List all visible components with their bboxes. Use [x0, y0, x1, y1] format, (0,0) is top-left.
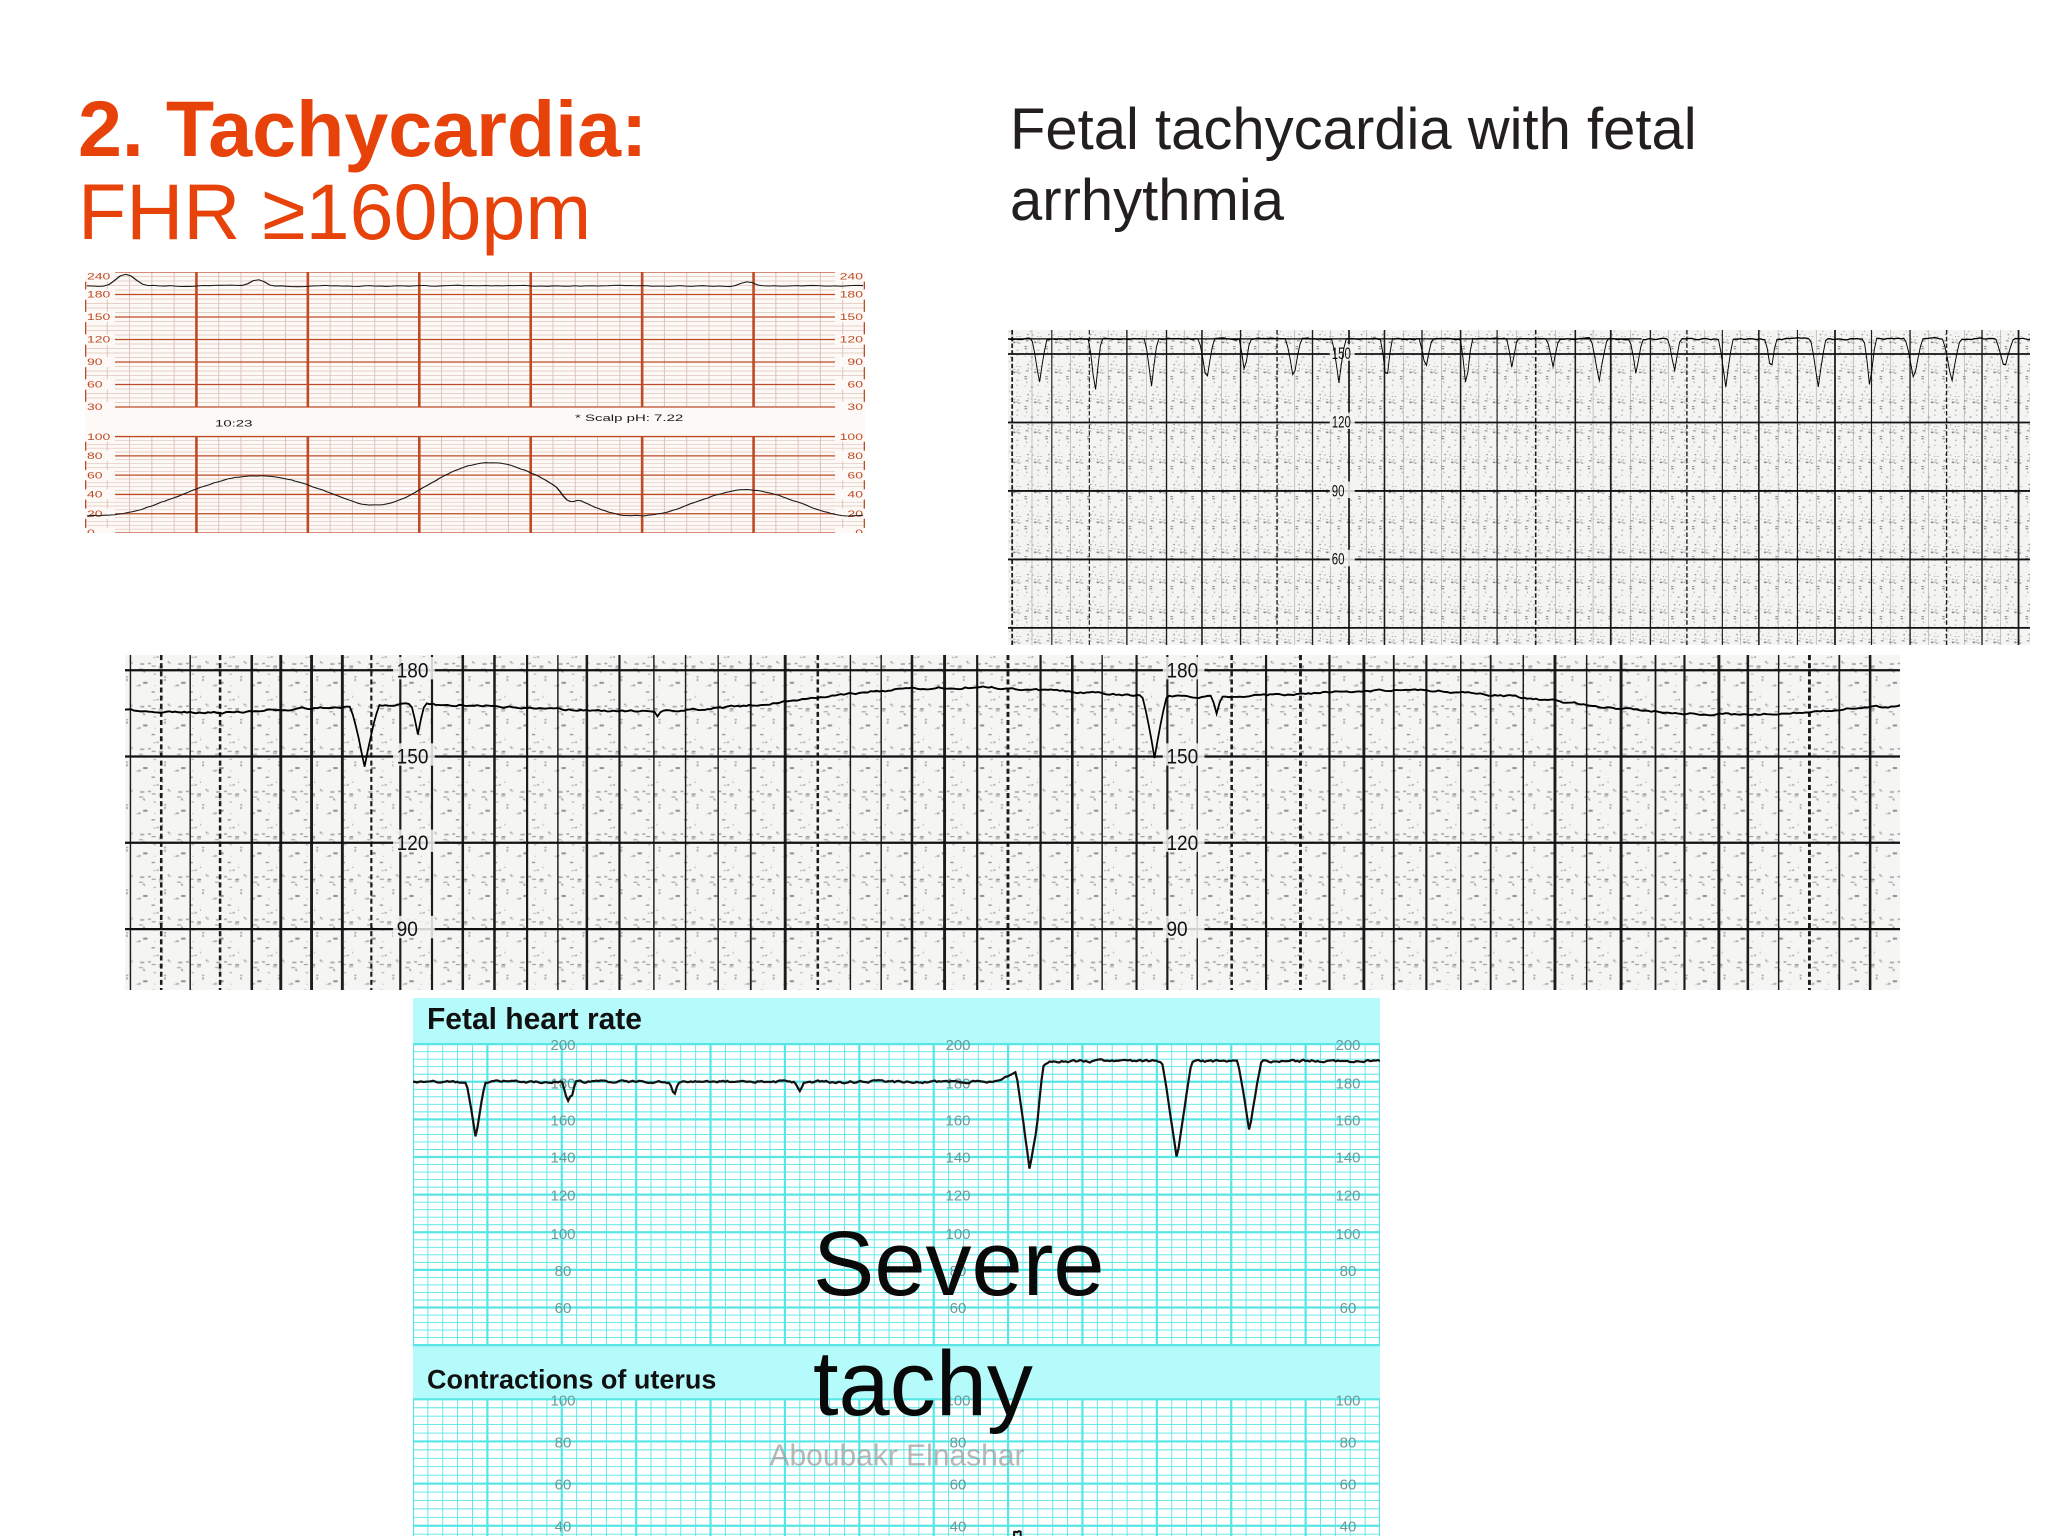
- svg-text:60: 60: [1332, 551, 1345, 570]
- svg-text:160: 160: [945, 1112, 970, 1129]
- svg-text:120: 120: [1332, 414, 1351, 433]
- svg-text:200: 200: [550, 1037, 575, 1054]
- svg-text:100: 100: [87, 432, 111, 442]
- svg-text:120: 120: [87, 335, 111, 345]
- svg-text:80: 80: [555, 1263, 572, 1280]
- svg-text:60: 60: [847, 471, 863, 481]
- svg-text:80: 80: [555, 1434, 572, 1451]
- svg-text:60: 60: [87, 380, 103, 390]
- svg-text:40: 40: [847, 490, 863, 500]
- svg-text:180: 180: [1335, 1075, 1360, 1092]
- svg-text:240: 240: [87, 272, 111, 282]
- svg-text:10:23: 10:23: [215, 418, 252, 429]
- svg-text:180: 180: [840, 290, 864, 300]
- svg-text:Contractions of uterus: Contractions of uterus: [427, 1364, 716, 1394]
- svg-text:120: 120: [1335, 1188, 1360, 1205]
- svg-text:Aboubakr Elnashar: Aboubakr Elnashar: [769, 1439, 1024, 1472]
- svg-text:140: 140: [550, 1150, 575, 1167]
- svg-text:80: 80: [1340, 1434, 1357, 1451]
- svg-text:90: 90: [397, 918, 418, 941]
- svg-text:60: 60: [1340, 1477, 1357, 1494]
- svg-text:60: 60: [555, 1477, 572, 1494]
- svg-text:60: 60: [555, 1300, 572, 1317]
- svg-text:200: 200: [1335, 1037, 1360, 1054]
- svg-text:60: 60: [950, 1477, 967, 1494]
- svg-text:* Scalp pH: 7.22: * Scalp pH: 7.22: [575, 413, 683, 424]
- svg-text:40: 40: [87, 490, 103, 500]
- svg-text:80: 80: [847, 451, 863, 461]
- svg-text:100: 100: [550, 1226, 575, 1243]
- svg-text:20: 20: [847, 509, 863, 519]
- svg-text:0: 0: [855, 529, 863, 533]
- svg-text:200: 200: [945, 1037, 970, 1054]
- svg-text:40: 40: [950, 1519, 967, 1536]
- svg-text:120: 120: [397, 832, 429, 855]
- svg-text:Fetal heart rate: Fetal heart rate: [427, 1003, 642, 1036]
- svg-text:150: 150: [397, 746, 429, 769]
- svg-text:120: 120: [945, 1188, 970, 1205]
- svg-text:150: 150: [1166, 746, 1198, 769]
- svg-text:100: 100: [840, 432, 864, 442]
- svg-text:140: 140: [945, 1150, 970, 1167]
- svg-text:30: 30: [87, 403, 103, 413]
- svg-text:60: 60: [87, 471, 103, 481]
- svg-text:100: 100: [550, 1392, 575, 1409]
- svg-text:120: 120: [550, 1188, 575, 1205]
- svg-text:60: 60: [847, 380, 863, 390]
- svg-text:160: 160: [1335, 1112, 1360, 1129]
- svg-text:160: 160: [550, 1112, 575, 1129]
- svg-text:100: 100: [1335, 1392, 1360, 1409]
- svg-text:150: 150: [87, 313, 111, 323]
- svg-text:100: 100: [1335, 1226, 1360, 1243]
- svg-text:0: 0: [87, 529, 95, 533]
- svg-text:90: 90: [1332, 483, 1345, 502]
- svg-text:80: 80: [1340, 1263, 1357, 1280]
- svg-text:80: 80: [87, 451, 103, 461]
- svg-text:20: 20: [87, 509, 103, 519]
- svg-text:180: 180: [87, 290, 111, 300]
- svg-text:90: 90: [1166, 918, 1187, 941]
- svg-text:30: 30: [847, 403, 863, 413]
- svg-text:120: 120: [1166, 832, 1198, 855]
- svg-text:180: 180: [397, 659, 429, 682]
- svg-text:90: 90: [847, 358, 863, 368]
- svg-text:240: 240: [840, 272, 864, 282]
- svg-text:140: 140: [1335, 1150, 1360, 1167]
- svg-text:120: 120: [840, 335, 864, 345]
- svg-text:180: 180: [1166, 659, 1198, 682]
- svg-text:90: 90: [87, 358, 103, 368]
- svg-text:40: 40: [555, 1519, 572, 1536]
- svg-text:40: 40: [1340, 1519, 1357, 1536]
- svg-text:60: 60: [1340, 1300, 1357, 1317]
- svg-text:150: 150: [840, 313, 864, 323]
